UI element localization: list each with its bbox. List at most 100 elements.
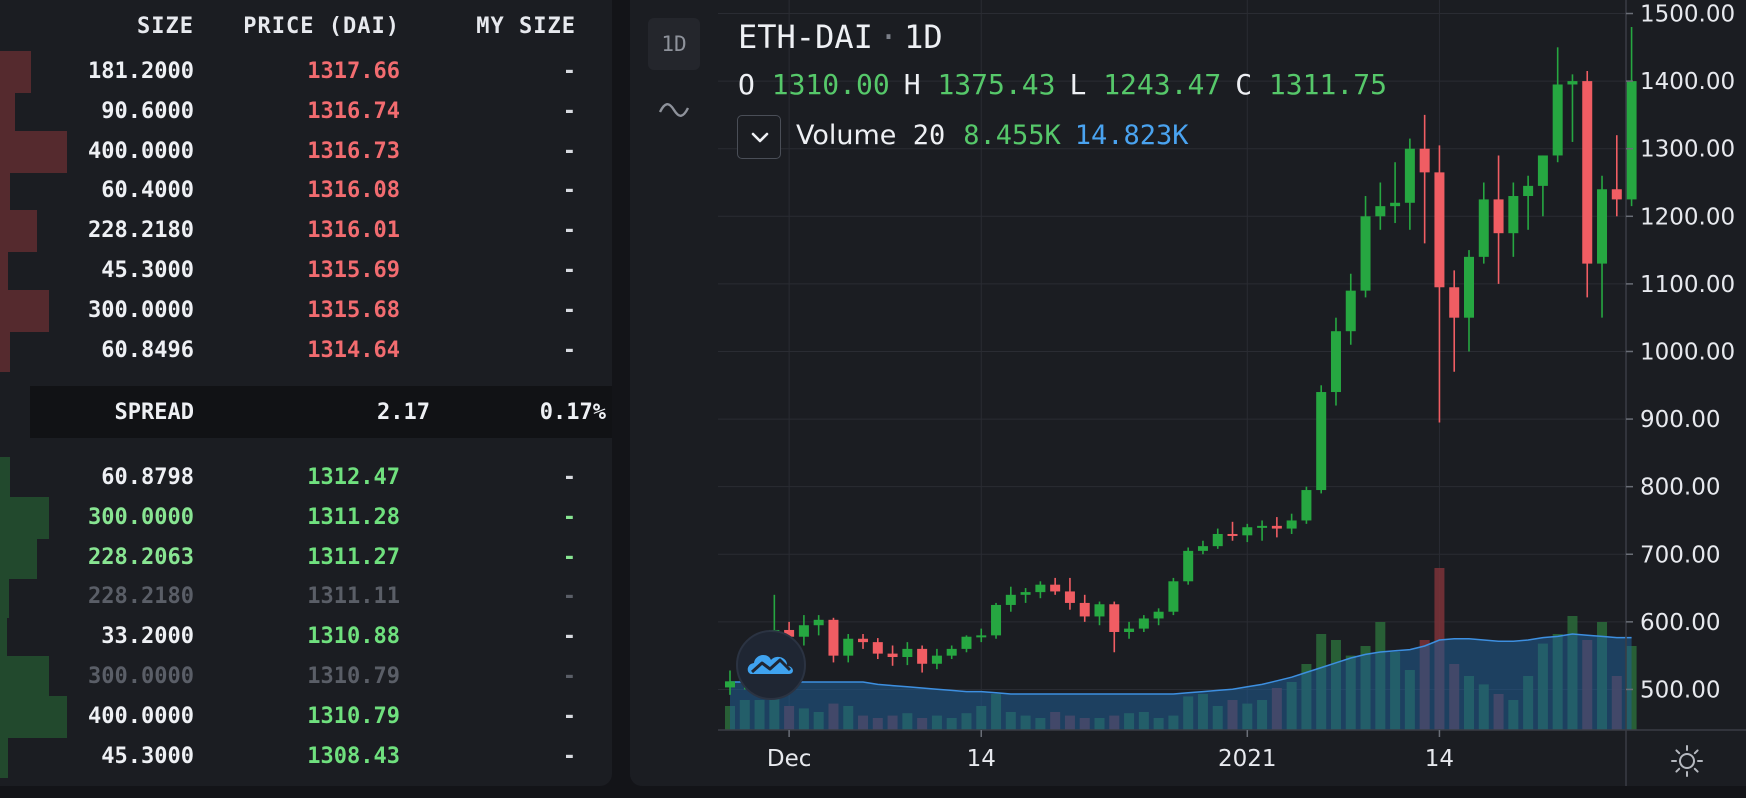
candle-body	[1197, 546, 1208, 551]
ask-row[interactable]: 400.0000 1316.73 -	[0, 130, 612, 173]
bid-row[interactable]: 300.0000 1311.28 -	[0, 496, 612, 539]
candle-body	[976, 635, 987, 638]
ask-row[interactable]: 90.6000 1316.74 -	[0, 90, 612, 133]
symbol-label: ETH-DAI	[738, 18, 873, 56]
candle-body	[1626, 81, 1637, 200]
high-value: 1375.43	[937, 68, 1056, 101]
ask-row[interactable]: 181.2000 1317.66 -	[0, 51, 612, 93]
ask-row[interactable]: 228.2180 1316.01 -	[0, 210, 612, 253]
volume-ma-line	[730, 633, 1632, 695]
depth-bar	[0, 130, 68, 173]
close-label: C	[1235, 68, 1253, 101]
ask-row[interactable]: 300.0000 1315.68 -	[0, 289, 612, 332]
wave-icon[interactable]	[656, 96, 692, 124]
price-tick-label: 500.00	[1640, 677, 1720, 703]
candle-body	[1464, 256, 1474, 318]
low-label: L	[1069, 68, 1087, 101]
ask-my: -	[562, 59, 576, 84]
candle-body	[1094, 604, 1105, 617]
depth-bar	[0, 457, 11, 499]
volume-value: 8.455K	[963, 120, 1061, 151]
bid-row[interactable]: 400.0000 1310.79 -	[0, 695, 612, 738]
bid-size: 33.2000	[101, 624, 194, 650]
candle-body	[1212, 533, 1223, 547]
bid-row[interactable]: 33.2000 1310.88 -	[0, 616, 612, 659]
bid-my: -	[562, 465, 576, 490]
volume-toggle-button[interactable]	[737, 115, 781, 159]
ask-size: 228.2180	[88, 218, 194, 244]
candle-body	[1508, 196, 1519, 234]
price-tick-label: 1200.00	[1640, 204, 1735, 230]
ask-size: 60.8496	[101, 337, 194, 363]
depth-bar	[0, 616, 8, 659]
chart-toolbar: 1D	[630, 0, 718, 786]
ask-my: -	[562, 297, 576, 323]
cloud-chart-logo-icon[interactable]	[736, 630, 806, 700]
depth-bar	[0, 656, 49, 698]
candle-body	[1375, 206, 1386, 217]
timeframe-button[interactable]: 1D	[648, 18, 700, 70]
candle-body	[1242, 527, 1253, 536]
time-tick-label: 14	[1425, 746, 1454, 772]
bid-my: -	[562, 743, 576, 769]
ask-my: -	[562, 337, 576, 363]
candle-body	[725, 681, 735, 688]
depth-bar	[0, 90, 16, 133]
bid-row[interactable]: 300.0000 1310.79 -	[0, 656, 612, 698]
ask-my: -	[562, 98, 576, 124]
logo-glyph	[747, 654, 793, 674]
ask-price: 1314.64	[307, 337, 400, 363]
candle-body	[1168, 581, 1179, 612]
ask-price: 1317.66	[307, 59, 400, 84]
settings-sun-icon[interactable]	[1670, 744, 1704, 778]
depth-bar	[0, 496, 49, 539]
volume-bar	[1626, 646, 1637, 730]
ask-size: 181.2000	[88, 59, 194, 84]
candle-body	[1419, 148, 1430, 173]
depth-bar	[0, 695, 68, 738]
ask-row[interactable]: 45.3000 1315.69 -	[0, 250, 612, 292]
candle-body	[1153, 611, 1164, 619]
candle-body	[784, 629, 795, 637]
candle-body	[1567, 81, 1578, 85]
candle-body	[1582, 81, 1593, 264]
ask-price: 1315.68	[307, 297, 400, 323]
candle-body	[931, 655, 942, 664]
bid-row[interactable]: 45.3000 1308.43 -	[0, 735, 612, 778]
candle-body	[813, 619, 824, 626]
price-tick-label: 800.00	[1640, 475, 1720, 501]
bid-price: 1311.27	[307, 544, 400, 570]
ask-price: 1316.01	[307, 218, 400, 244]
header-price: PRICE (DAI)	[243, 14, 400, 39]
bid-size: 300.0000	[88, 664, 194, 689]
price-tick-label: 1100.00	[1640, 272, 1735, 298]
bid-row[interactable]: 228.2063 1311.27 -	[0, 536, 612, 579]
candle-body	[1064, 591, 1075, 603]
candle-body	[1183, 550, 1194, 582]
candle-body	[1537, 155, 1548, 186]
candle-body	[872, 642, 883, 654]
candle-body	[1552, 84, 1563, 156]
ask-row[interactable]: 60.8496 1314.64 -	[0, 329, 612, 372]
candle-body	[917, 648, 928, 664]
candle-body	[1227, 533, 1238, 536]
header-size: SIZE	[137, 14, 194, 39]
chart-legend-title: ETH-DAI · 1D	[738, 18, 943, 56]
price-tick-label: 1400.00	[1640, 69, 1735, 95]
bid-row[interactable]: 228.2180 1311.11 -	[0, 576, 612, 619]
ask-size: 300.0000	[88, 297, 194, 323]
order-book: SIZE PRICE (DAI) MY SIZE 181.2000 1317.66…	[0, 0, 612, 786]
low-value: 1243.47	[1103, 68, 1222, 101]
candle-body	[1271, 525, 1282, 529]
price-chart[interactable]: 1500.00 1400.00 1300.00 1200.00 1100.00 1000.…	[630, 0, 1746, 786]
ask-price: 1316.08	[307, 178, 400, 204]
bid-price: 1310.79	[307, 703, 400, 729]
depth-bar	[0, 576, 9, 619]
ask-my: -	[562, 138, 576, 164]
price-tick-label: 1300.00	[1640, 137, 1735, 163]
bid-row[interactable]: 60.8798 1312.47 -	[0, 457, 612, 499]
candle-body	[1523, 185, 1534, 197]
ask-row[interactable]: 60.4000 1316.08 -	[0, 170, 612, 213]
depth-bar	[0, 329, 11, 372]
